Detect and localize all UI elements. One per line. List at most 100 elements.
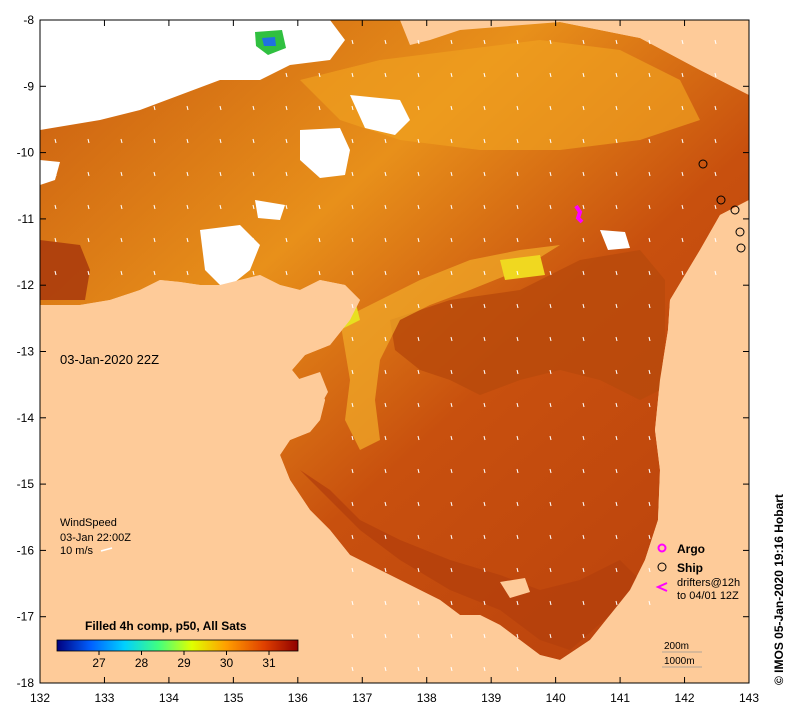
wind-arrow [384, 435, 387, 441]
wind-arrow [87, 105, 90, 111]
wind-arrow [351, 666, 354, 672]
wind-arrow [648, 237, 651, 243]
wind-arrow [648, 501, 651, 507]
wind-arrow [450, 204, 453, 210]
wind-arrow [450, 138, 453, 144]
wind-arrow [252, 204, 255, 210]
wind-arrow [450, 270, 453, 276]
cloud-patch-5 [40, 160, 60, 185]
wind-arrow [219, 72, 222, 78]
wind-arrow [87, 138, 90, 144]
wind-arrow [87, 204, 90, 210]
wind-arrow [450, 369, 453, 375]
legend-drifters-2: to 04/01 12Z [677, 590, 739, 602]
wind-arrow [615, 402, 618, 408]
cool-patch-blue [262, 37, 276, 46]
wind-arrow [450, 72, 453, 78]
wind-arrow [681, 171, 684, 177]
wind-arrow [483, 105, 486, 111]
wind-arrow [648, 204, 651, 210]
wind-arrow [681, 105, 684, 111]
wind-arrow [384, 39, 387, 45]
wind-arrow [285, 204, 288, 210]
wind-arrow [648, 402, 651, 408]
wind-arrow [615, 369, 618, 375]
y-tick-label: -10 [17, 146, 35, 160]
wind-arrow [549, 468, 552, 474]
wind-arrow [186, 237, 189, 243]
wind-arrow [549, 369, 552, 375]
wind-arrow [516, 204, 519, 210]
wind-arrow [252, 105, 255, 111]
x-tick-label: 139 [481, 691, 501, 705]
wind-arrow [615, 501, 618, 507]
wind-arrow [483, 369, 486, 375]
colorbar-tick-label: 31 [262, 656, 276, 670]
wind-arrow [351, 402, 354, 408]
wind-arrow [450, 171, 453, 177]
wind-arrow [615, 204, 618, 210]
wind-arrow [582, 204, 585, 210]
wind-arrow [252, 39, 255, 45]
y-tick-label: -18 [17, 676, 35, 690]
land-arnhem [40, 275, 540, 683]
wind-arrow [450, 435, 453, 441]
wind-arrow [582, 270, 585, 276]
wind-arrow [615, 39, 618, 45]
wind-arrow [153, 204, 156, 210]
wind-arrow [648, 138, 651, 144]
wind-arrow [483, 39, 486, 45]
wind-arrow [582, 336, 585, 342]
wind-arrow [384, 303, 387, 309]
wind-arrow [87, 171, 90, 177]
wind-arrow [516, 567, 519, 573]
wind-arrow [516, 270, 519, 276]
wind-arrow [582, 105, 585, 111]
wind-arrow [351, 501, 354, 507]
wind-arrow [384, 270, 387, 276]
wind-arrow [417, 138, 420, 144]
wind-arrow [615, 72, 618, 78]
wind-arrow [516, 171, 519, 177]
wind-arrow [417, 600, 420, 606]
wind-arrow [417, 171, 420, 177]
cloud-patch-2 [300, 128, 350, 178]
wind-arrow [351, 567, 354, 573]
wind-arrow [582, 567, 585, 573]
colorbar-title: Filled 4h comp, p50, All Sats [85, 619, 247, 633]
wind-arrow [681, 72, 684, 78]
wind-arrow [54, 72, 57, 78]
wind-arrow [714, 270, 717, 276]
wind-arrow [483, 138, 486, 144]
y-tick-label: -15 [17, 477, 35, 491]
wind-arrow [120, 39, 123, 45]
wind-arrow [450, 666, 453, 672]
y-axis: -8 -9 -10 -11 -12 -13 -14 -15 -16 -17 -18 [17, 13, 749, 690]
wind-arrow [153, 237, 156, 243]
wind-arrow [681, 204, 684, 210]
wind-arrow [285, 72, 288, 78]
wind-arrow [549, 270, 552, 276]
wind-arrow [516, 336, 519, 342]
wind-arrow [516, 369, 519, 375]
wind-arrow [516, 303, 519, 309]
wind-arrow [384, 204, 387, 210]
wind-arrow [351, 600, 354, 606]
sea-warm-south [300, 470, 640, 650]
y-tick-label: -13 [17, 345, 35, 359]
wind-arrow [714, 204, 717, 210]
wind-arrow [549, 336, 552, 342]
wind-arrow [549, 39, 552, 45]
wind-arrow [54, 138, 57, 144]
wind-arrow [549, 534, 552, 540]
wind-arrow [384, 567, 387, 573]
sea-warm-west [40, 240, 90, 300]
wind-arrow [450, 534, 453, 540]
wind-arrow [450, 468, 453, 474]
wind-arrow [120, 171, 123, 177]
y-tick-label: -17 [17, 610, 35, 624]
wind-arrow [153, 72, 156, 78]
wind-arrow [615, 237, 618, 243]
wind-arrow [384, 666, 387, 672]
wind-arrow [681, 270, 684, 276]
